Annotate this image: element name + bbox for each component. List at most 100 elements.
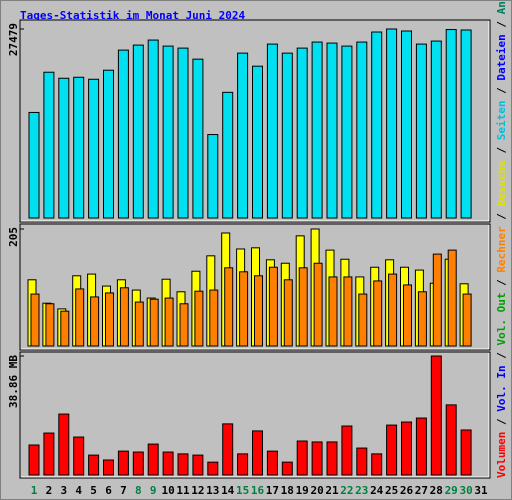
bar: [371, 31, 383, 219]
bar: [162, 451, 174, 476]
bar: [460, 29, 472, 219]
bar: [268, 266, 278, 347]
x-tick-label: 14: [221, 484, 235, 497]
bar: [343, 276, 353, 347]
x-tick-label: 25: [385, 484, 398, 497]
bar: [447, 249, 457, 347]
x-tick-label: 3: [60, 484, 67, 497]
x-tick-label: 21: [325, 484, 339, 497]
bar: [58, 77, 70, 219]
legend-separator: /: [495, 346, 508, 366]
x-tick-label: 10: [161, 484, 174, 497]
x-tick-label: 23: [355, 484, 368, 497]
bar: [43, 71, 55, 219]
bar: [283, 279, 293, 347]
bar: [388, 273, 398, 347]
y-tick-label: 38.86 MB: [7, 355, 20, 408]
x-tick-label: 30: [459, 484, 472, 497]
bar: [281, 461, 293, 476]
bar: [58, 413, 70, 476]
bar: [149, 298, 159, 347]
chart-title: Tages-Statistik im Monat Juni 2024: [20, 9, 246, 22]
bar: [28, 111, 40, 219]
x-tick-label: 16: [251, 484, 265, 497]
bar: [252, 430, 263, 476]
legend-entry: Vol. Out: [495, 293, 508, 346]
bar: [266, 450, 278, 476]
legend-entry: Seiten: [495, 100, 508, 140]
bar: [356, 447, 368, 476]
legend-entry: Vol. In: [495, 365, 508, 411]
bar: [194, 290, 204, 347]
bar: [88, 454, 100, 476]
x-tick-label: 11: [176, 484, 190, 497]
bar: [415, 43, 427, 219]
bar: [177, 47, 189, 219]
bar: [237, 453, 249, 476]
bar: [266, 43, 278, 219]
bar: [119, 287, 129, 347]
y-tick-label: 205: [7, 227, 20, 247]
x-tick-label: 15: [236, 484, 249, 497]
bar: [341, 45, 353, 219]
x-tick-label: 20: [310, 484, 323, 497]
bar: [341, 425, 353, 476]
bar: [209, 289, 219, 347]
bar: [358, 293, 368, 347]
bar: [311, 441, 323, 476]
bar: [403, 284, 412, 347]
x-tick-label: 6: [105, 484, 112, 497]
y-tick-label: 27479: [7, 23, 20, 56]
x-tick-label: 13: [206, 484, 219, 497]
bar: [222, 91, 234, 219]
x-tick-label: 31: [474, 484, 488, 497]
bar: [103, 69, 114, 219]
bar: [430, 355, 442, 476]
bar: [313, 262, 323, 347]
x-tick-label: 26: [400, 484, 414, 497]
bar: [445, 404, 457, 476]
x-tick-label: 4: [75, 484, 82, 497]
bar: [460, 429, 472, 476]
bar: [462, 293, 472, 347]
bar: [311, 41, 323, 219]
bar: [192, 58, 204, 219]
bar: [30, 293, 40, 347]
bar: [386, 424, 398, 476]
legend-separator: /: [495, 140, 508, 160]
bar: [162, 45, 174, 219]
bar: [88, 78, 100, 219]
legend-entry: Besuche: [495, 160, 508, 207]
bar: [252, 65, 263, 219]
bar: [132, 44, 144, 219]
bar: [401, 30, 412, 219]
bar: [281, 52, 293, 219]
bar: [239, 271, 249, 347]
x-tick-label: 5: [90, 484, 97, 497]
bar: [134, 301, 144, 347]
bar: [373, 280, 383, 347]
bar: [432, 253, 442, 347]
bar: [207, 134, 219, 219]
bar: [117, 49, 129, 219]
bar: [105, 292, 114, 347]
bar: [164, 297, 174, 347]
legend-entry: Volumen: [495, 432, 508, 478]
bar: [254, 275, 263, 347]
x-tick-label: 7: [120, 484, 127, 497]
bar: [147, 443, 159, 476]
bar: [45, 303, 55, 347]
bar: [296, 47, 308, 219]
legend-separator: /: [495, 81, 508, 101]
bar: [326, 42, 338, 219]
bar: [326, 441, 338, 476]
bar: [75, 288, 85, 347]
x-tick-label: 1: [31, 484, 38, 497]
bar: [224, 267, 234, 347]
bar: [177, 453, 189, 476]
legend-entry: Dateien: [495, 34, 508, 80]
x-tick-label: 12: [191, 484, 204, 497]
bar: [417, 291, 427, 347]
x-tick-label: 24: [370, 484, 384, 497]
